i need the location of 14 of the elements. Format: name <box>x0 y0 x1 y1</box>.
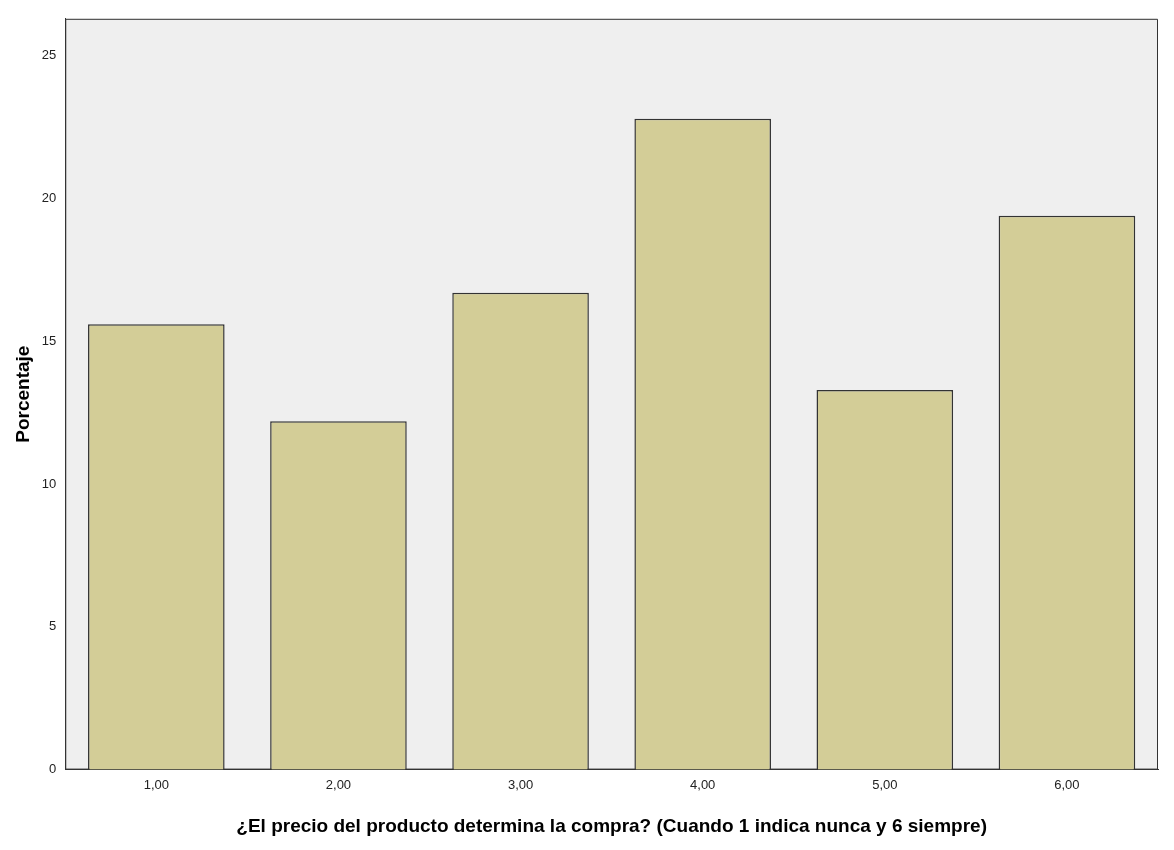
y-axis-title: Porcentaje <box>11 345 33 443</box>
x-tick-label: 2,00 <box>325 776 352 792</box>
y-tick-label: 15 <box>41 332 57 348</box>
y-tick-label: 0 <box>49 761 57 777</box>
x-tick-label: 6,00 <box>1054 776 1080 792</box>
y-tick-label: 25 <box>41 47 57 63</box>
y-tick-label: 20 <box>41 190 57 206</box>
y-tick-label: 10 <box>41 475 57 491</box>
x-tick-label: 5,00 <box>872 776 898 792</box>
x-tick-label: 3,00 <box>507 776 534 792</box>
y-tick-label: 5 <box>49 618 57 634</box>
x-tick-label: 4,00 <box>690 776 716 792</box>
x-axis-title: ¿El precio del producto determina la compra? (Cuando 1 indica nunca y 6 siempre) <box>236 814 987 836</box>
x-tick-label: 1,00 <box>143 776 169 792</box>
